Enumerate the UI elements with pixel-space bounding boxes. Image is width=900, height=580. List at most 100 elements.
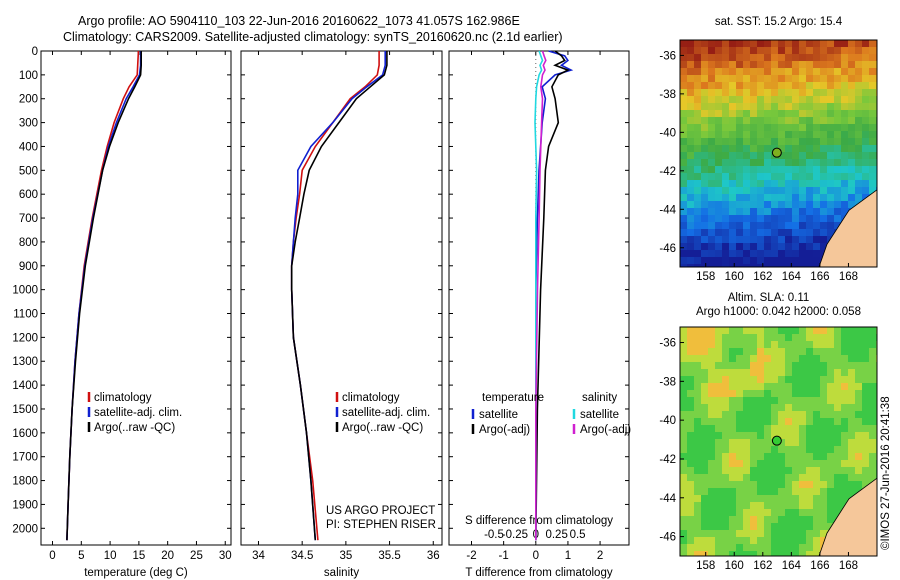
x-tick-label-temperature: 5 (78, 550, 84, 562)
map-field-sst_map (680, 40, 877, 267)
legend-label-temperature: satellite-adj. clim. (94, 407, 182, 419)
sst-map-title: sat. SST: 15.2 Argo: 15.4 (715, 16, 843, 28)
map-x-tick-label: 162 (753, 560, 772, 572)
salinity-diff-tick-label: 0.25 (545, 529, 567, 541)
map-y-tick-label: -46 (659, 532, 676, 544)
salinity-diff-tick-label: -0.25 (502, 529, 528, 541)
plot-title-line-2: Climatology: CARS2009. Satellite-adjuste… (63, 30, 563, 44)
x-tick-label-differences: 1 (565, 550, 571, 562)
map-y-tick-label: -42 (659, 454, 676, 466)
x-tick-label-salinity: 34.5 (291, 550, 313, 562)
x-tick-label-salinity: 35.5 (378, 550, 400, 562)
x-tick-label-temperature: 25 (190, 550, 203, 562)
y-tick-label: 1100 (13, 309, 38, 321)
y-tick-label: 0 (32, 46, 38, 58)
legend-label-differences: satellite (580, 409, 619, 421)
series-line-salinity-argorawqc (290, 51, 388, 541)
x-axis-label-salinity: salinity (324, 567, 359, 579)
series-line-differences-satellite (534, 50, 544, 541)
plot-frame-differences (448, 50, 630, 546)
map-x-tick-label: 164 (782, 560, 802, 572)
y-tick-label: 1900 (12, 499, 38, 511)
legend-label-temperature: climatology (94, 392, 152, 404)
x-tick-label-salinity: 34 (252, 550, 265, 562)
series-line-temperature-argorawqc (66, 51, 142, 541)
map-y-tick-label: -40 (659, 127, 676, 139)
map-frame-sst_map (679, 39, 878, 268)
y-tick-label: 1800 (12, 476, 38, 488)
map-field-sla_map (680, 327, 877, 556)
y-tick-label: 1200 (12, 332, 38, 344)
map-y-tick-label: -36 (659, 50, 676, 62)
imos-credit: ©IMOS 27-Jun-2016 20:41:38 (880, 396, 892, 550)
y-tick-label: 800 (19, 237, 38, 249)
x-tick-label-temperature: 10 (104, 550, 117, 562)
legend-title-temperature: temperature (482, 392, 544, 404)
float-position-marker (771, 435, 782, 446)
map-y-tick-label: -38 (659, 376, 676, 388)
x-tick-label-temperature: 30 (219, 550, 232, 562)
y-tick-label: 500 (19, 165, 38, 177)
x-tick-label-differences: 0 (533, 550, 539, 562)
plot-title-line-1: Argo profile: AO 5904110_103 22-Jun-2016… (78, 14, 520, 28)
series-line-differences-argoadj (535, 50, 570, 541)
plot-frame-salinity (240, 50, 443, 546)
salinity-diff-tick-label: 0.5 (570, 529, 586, 541)
x-axis-label-temperature: temperature (deg C) (84, 567, 188, 579)
x-tick-label-differences: -2 (466, 550, 476, 562)
map-y-tick-label: -44 (659, 493, 676, 505)
x-tick-label-temperature: 0 (49, 550, 55, 562)
map-y-tick-label: -38 (659, 89, 676, 101)
y-tick-label: 200 (19, 94, 38, 106)
legend-label-differences: Argo(-adj) (580, 424, 631, 436)
legend-label-differences: Argo(-adj) (479, 424, 530, 436)
y-tick-label: 600 (19, 189, 38, 201)
x-tick-label-differences: -1 (499, 550, 509, 562)
legend-label-differences: satellite (479, 409, 518, 421)
y-tick-label: 400 (19, 141, 38, 153)
series-line-differences-argoadj (534, 50, 547, 541)
pi-label: PI: STEPHEN RISER (326, 519, 436, 531)
map-x-tick-label: 158 (696, 271, 715, 283)
y-tick-label: 1400 (12, 380, 38, 392)
map-y-tick-label: -40 (659, 415, 676, 427)
y-tick-label: 100 (19, 70, 38, 82)
map-x-tick-label: 168 (839, 560, 858, 572)
y-tick-label: 900 (19, 261, 38, 273)
x-tick-label-temperature: 20 (161, 550, 174, 562)
x-axis-label-differences: T difference from climatology (465, 567, 612, 579)
x-tick-label-temperature: 15 (132, 550, 145, 562)
y-tick-label: 1000 (12, 285, 38, 297)
x-tick-label-salinity: 35 (339, 550, 352, 562)
map-y-tick-label: -36 (659, 338, 676, 350)
float-position-marker (771, 147, 782, 158)
sla-map-subtitle: Argo h1000: 0.042 h2000: 0.058 (696, 306, 861, 318)
map-x-tick-label: 160 (725, 271, 744, 283)
salinity-diff-axis-label: S difference from climatology (465, 515, 613, 527)
map-x-tick-label: 162 (753, 271, 772, 283)
y-tick-label: 1700 (12, 452, 38, 464)
y-tick-label: 300 (19, 118, 38, 130)
map-y-tick-label: -42 (659, 166, 676, 178)
x-tick-label-differences: 2 (597, 550, 603, 562)
map-y-tick-label: -46 (659, 243, 676, 255)
map-x-tick-label: 166 (810, 560, 829, 572)
legend-title-salinity: salinity (582, 392, 617, 404)
map-x-tick-label: 158 (696, 560, 715, 572)
y-tick-label: 2000 (12, 523, 38, 535)
map-x-tick-label: 164 (782, 271, 802, 283)
map-frame-sla_map (679, 326, 878, 557)
map-y-tick-label: -44 (659, 204, 676, 216)
legend-label-temperature: Argo(..raw -QC) (94, 422, 175, 434)
plot-frame-temperature (40, 50, 232, 546)
map-x-tick-label: 160 (725, 560, 744, 572)
y-tick-label: 1500 (12, 404, 38, 416)
salinity-diff-tick-label: -0.5 (484, 529, 504, 541)
map-x-tick-label: 168 (839, 271, 858, 283)
project-label: US ARGO PROJECT (326, 505, 436, 517)
y-tick-label: 1600 (12, 428, 38, 440)
legend-label-salinity: climatology (342, 392, 400, 404)
legend-label-salinity: Argo(..raw -QC) (342, 422, 423, 434)
legend-label-salinity: satellite-adj. clim. (342, 407, 430, 419)
